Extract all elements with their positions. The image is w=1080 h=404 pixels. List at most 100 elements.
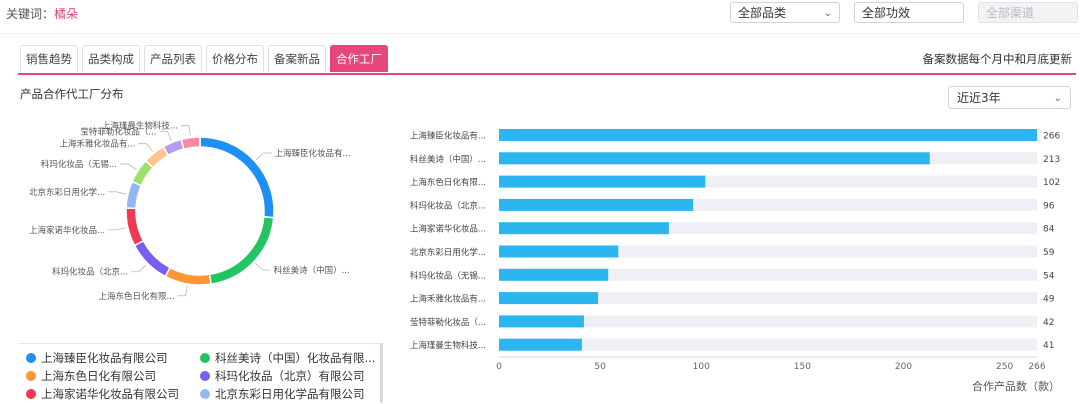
- tab-partner-factories[interactable]: 合作工厂: [330, 45, 388, 72]
- donut-label-line: [108, 191, 127, 195]
- bar[interactable]: [499, 245, 619, 258]
- bar[interactable]: [499, 152, 930, 165]
- donut-label-line: [108, 227, 126, 231]
- legend-label: 北京东彩日用化学品有限公司: [215, 387, 365, 401]
- tab-sales-trend[interactable]: 销售趋势: [20, 45, 78, 72]
- tab-new-filings[interactable]: 备案新品: [268, 45, 326, 72]
- bar-category-label: 科玛化妆品（无锡...: [410, 270, 486, 281]
- category-select[interactable]: 全部品类 ⌄: [730, 2, 840, 23]
- bar-value-label: 84: [1043, 225, 1055, 235]
- donut-chart: 上海臻臣化妆品有... 科丝美诗（中国）... 上海东色日化有限... 科玛化妆品（北…: [29, 121, 351, 302]
- donut-slice-label: 上海臻臣化妆品有...: [275, 148, 351, 159]
- donut-slice[interactable]: [199, 136, 275, 219]
- donut-slice[interactable]: [125, 180, 143, 210]
- legend-label: 上海东色日化有限公司: [41, 369, 156, 383]
- period-select-value: 近近3年: [957, 91, 1001, 105]
- donut-slice-label: 莹特菲勒化妆品（...: [80, 126, 156, 137]
- bar-value-label: 266: [1043, 132, 1060, 142]
- bar-value-label: 54: [1043, 271, 1055, 281]
- donut-slice-label: 上海禾雅化妆品有...: [59, 139, 135, 150]
- legend-label: 科丝美诗（中国）化妆品有限...: [215, 351, 376, 365]
- header-divider: [0, 33, 1080, 34]
- donut-label-line: [159, 130, 172, 141]
- bar-value-label: 102: [1043, 178, 1060, 188]
- legend-dot: [26, 353, 36, 363]
- legend-dot: [200, 353, 210, 363]
- chevron-down-icon: ⌄: [1053, 93, 1062, 104]
- bar-category-label: 莹特菲勒化妆品（...: [410, 317, 486, 328]
- bar-track: [499, 292, 1037, 305]
- legend-item[interactable]: 上海臻臣化妆品有限公司: [26, 350, 168, 366]
- bar-track: [499, 245, 1037, 258]
- bar-track: [499, 315, 1037, 328]
- legend-item[interactable]: 北京东彩日用化学品有限公司: [200, 386, 365, 402]
- x-tick-label: 0: [496, 362, 502, 372]
- x-tick-label: 50: [594, 362, 606, 372]
- donut-label-line: [177, 285, 188, 297]
- x-axis-title: 合作产品数（款）: [972, 380, 1060, 393]
- tab-category-composition[interactable]: 品类构成: [82, 45, 140, 72]
- donut-label-line: [255, 152, 272, 161]
- bar-track: [499, 338, 1037, 351]
- bar-value-label: 41: [1043, 341, 1054, 351]
- bar[interactable]: [499, 198, 694, 211]
- donut-slice[interactable]: [208, 215, 275, 286]
- bar[interactable]: [499, 268, 609, 281]
- donut-slice-label: 上海家诺华化妆品...: [29, 225, 105, 236]
- donut-slice-label: 上海瑾曼生物科技...: [102, 121, 178, 132]
- legend-item[interactable]: 科丝美诗（中国）化妆品有限...: [200, 350, 375, 366]
- legend-item[interactable]: 上海家诺华化妆品有限公司: [26, 386, 179, 402]
- chevron-down-icon: ⌄: [823, 8, 832, 19]
- section-title: 产品合作代工厂分布: [20, 87, 124, 101]
- bar[interactable]: [499, 129, 1037, 141]
- donut-slice[interactable]: [125, 207, 145, 247]
- bar[interactable]: [499, 315, 584, 328]
- bar-chart: 上海臻臣化妆品有... 266 科丝美诗（中国）... 213 上海东色日化有限... 1…: [410, 129, 1060, 372]
- legend-label: 科玛化妆品（北京）有限公司: [215, 369, 365, 383]
- donut-slice-label: 科丝美诗（中国）...: [274, 265, 350, 276]
- tab-product-list[interactable]: 产品列表: [144, 45, 202, 72]
- legend-label: 上海臻臣化妆品有限公司: [41, 351, 168, 365]
- keyword-label: 关键词：橘朵: [6, 5, 78, 22]
- effect-select[interactable]: 全部功效: [854, 2, 964, 23]
- donut-label-line: [255, 262, 271, 271]
- tab-price-distribution[interactable]: 价格分布: [206, 45, 264, 72]
- channel-select[interactable]: 全部渠道: [978, 2, 1078, 23]
- bar-value-label: 96: [1043, 201, 1055, 211]
- donut-slice[interactable]: [162, 138, 185, 157]
- bar[interactable]: [499, 338, 582, 351]
- effect-select-value: 全部功效: [862, 6, 911, 20]
- donut-slice-label: 科玛化妆品（北京...: [52, 267, 128, 278]
- bar-value-label: 213: [1043, 155, 1060, 165]
- bar[interactable]: [499, 175, 706, 188]
- bar-category-label: 上海东色日化有限...: [410, 177, 486, 188]
- legend-item[interactable]: 上海东色日化有限公司: [26, 368, 156, 384]
- x-tick-label: 200: [895, 362, 912, 372]
- legend-item[interactable]: 科玛化妆品（北京）有限公司: [200, 368, 365, 384]
- x-tick-label: 266: [1028, 362, 1045, 372]
- legend-scrollbar[interactable]: [380, 343, 383, 403]
- keyword-value: 橘朵: [54, 7, 79, 21]
- legend-dot: [200, 371, 210, 381]
- tab-bar: 销售趋势 品类构成 产品列表 价格分布 备案新品 合作工厂: [20, 45, 392, 73]
- tab-underline: [18, 73, 1076, 75]
- category-select-value: 全部品类: [738, 6, 787, 20]
- bar[interactable]: [499, 292, 599, 305]
- bar-category-label: 科丝美诗（中国）...: [410, 154, 486, 165]
- bar-category-label: 北京东彩日用化学...: [410, 247, 486, 258]
- donut-slice[interactable]: [180, 136, 201, 151]
- bar-value-label: 42: [1043, 318, 1054, 328]
- bar-category-label: 上海家诺华化妆品...: [410, 224, 486, 235]
- channel-select-value: 全部渠道: [986, 6, 1035, 20]
- donut-slice-label: 上海东色日化有限...: [98, 291, 174, 302]
- donut-slice[interactable]: [164, 266, 212, 286]
- x-tick-label: 100: [693, 362, 710, 372]
- bar[interactable]: [499, 222, 669, 235]
- donut-slice-label: 北京东彩日用化学...: [29, 187, 105, 198]
- update-note: 备案数据每个月中和月底更新: [922, 52, 1073, 66]
- bar-value-label: 59: [1043, 248, 1055, 258]
- legend-dot: [200, 389, 210, 399]
- bar-category-label: 上海瑾曼生物科技...: [410, 340, 486, 351]
- bar-track: [499, 268, 1037, 281]
- period-select[interactable]: 近近3年 ⌄: [948, 86, 1071, 109]
